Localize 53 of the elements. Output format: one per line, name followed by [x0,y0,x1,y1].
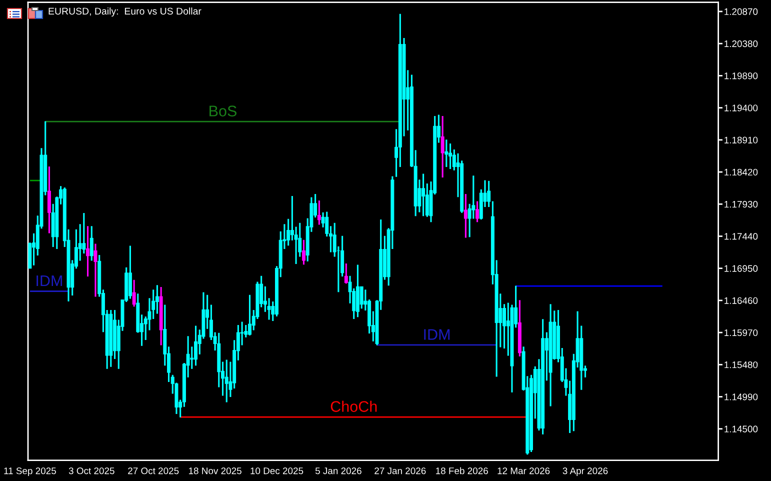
candlestick [444,140,448,168]
candlestick [518,300,522,356]
candlestick [94,244,98,297]
y-tick-label: 1.19890 [724,72,758,80]
x-tick-label: 5 Jan 2026 [315,467,362,474]
chart-title: EURUSD, Daily: Euro vs US Dollar [48,7,202,17]
candlestick [194,326,198,366]
candlestick [159,287,163,346]
candlestick [248,294,252,336]
series-label: BoS [210,106,236,116]
y-tick-label: 1.15970 [724,329,758,336]
candlestick [86,226,90,276]
candlestick [344,263,348,284]
candlestick [132,280,136,307]
x-tick-label: 27 Oct 2025 [128,467,179,474]
y-tick-label: 1.20380 [724,40,758,48]
series-label: IDM [424,329,450,340]
candlestick [356,264,360,318]
candlestick [224,360,228,402]
y-tick-label: 1.14500 [724,426,758,432]
x-tick-label: 3 Apr 2026 [562,467,608,476]
candlestick [548,304,552,406]
candlestick [464,194,468,238]
x-tick-label: 27 Jan 2026 [374,467,426,474]
y-tick-label: 1.16460 [724,297,758,304]
candlestick [440,116,444,178]
y-tick-label: 1.20870 [724,8,758,15]
x-tick-label: 10 Dec 2025 [250,467,304,474]
candlestick [47,166,51,234]
x-tick-label: 18 Nov 2025 [188,467,242,474]
x-tick-label: 11 Sep 2025 [4,467,56,476]
y-tick-label: 1.17930 [724,200,758,208]
x-tick-label: 12 Mar 2026 [498,467,550,474]
y-tick-label: 1.18910 [724,136,758,144]
y-tick-label: 1.15480 [724,361,758,368]
x-tick-label: 18 Feb 2026 [436,467,488,474]
candlestick [109,310,113,367]
y-tick-label: 1.16950 [724,265,758,272]
candlestick [541,319,545,434]
x-tick-label: 3 Oct 2025 [68,467,114,474]
series-label: ChoCh [330,400,377,412]
y-tick-label: 1.18420 [724,168,758,176]
candlestick [448,144,452,170]
candlestick [90,226,94,261]
y-tick-label: 1.17440 [724,233,758,240]
candlestick [317,200,321,225]
y-tick-label: 1.14990 [724,394,758,400]
candlestick [302,240,306,265]
candlestick [476,201,480,222]
candlestick [128,246,132,299]
candlestick [422,174,426,216]
y-tick-label: 1.19400 [724,104,758,112]
series-label: IDM [36,275,62,286]
